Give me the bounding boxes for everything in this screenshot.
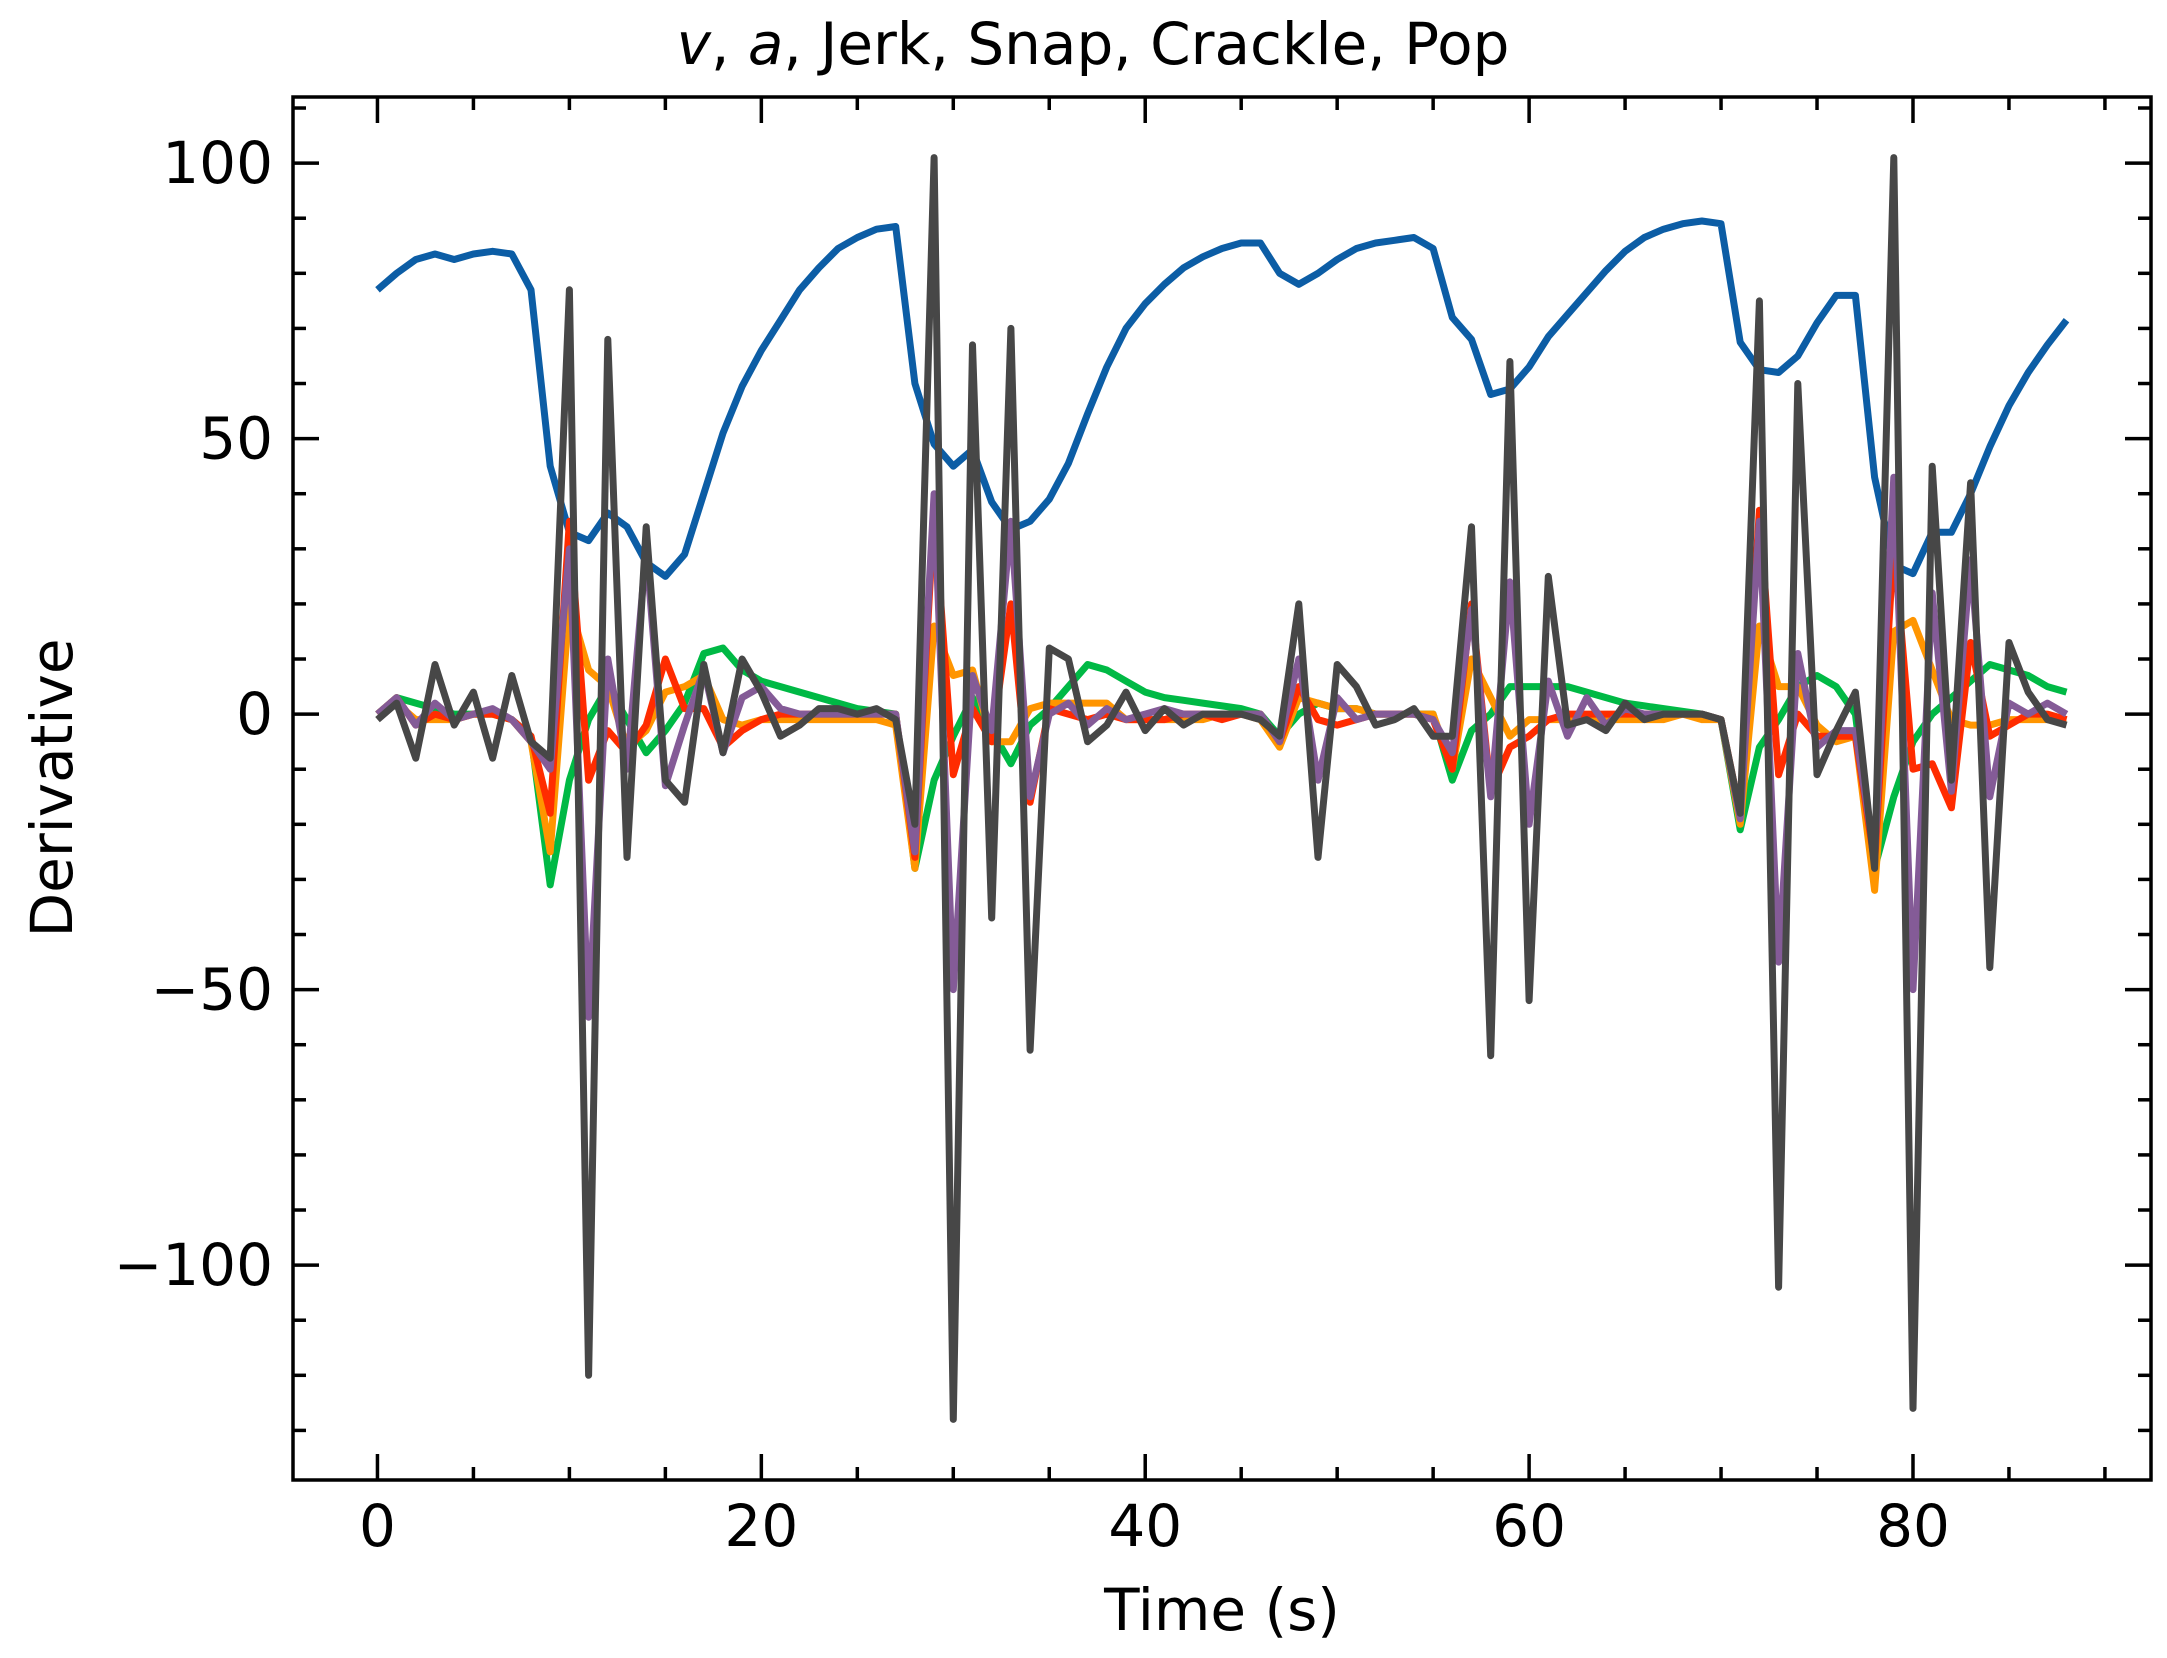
x-tick-label: 80 bbox=[1876, 1492, 1950, 1560]
series-layer bbox=[375, 154, 2070, 1423]
tick-layer bbox=[293, 97, 2151, 1480]
x-tick-label: 0 bbox=[359, 1492, 396, 1560]
chart-title: v, a, Jerk, Snap, Crackle, Pop bbox=[677, 10, 1510, 78]
series-line-6 bbox=[375, 154, 2068, 1423]
title-sep: , bbox=[711, 10, 748, 78]
x-tick-label: 40 bbox=[1108, 1492, 1182, 1560]
y-tick-labels: −100 −50 0 50 100 bbox=[114, 129, 273, 1299]
plot-frame bbox=[291, 95, 2153, 1482]
y-tick-label: 50 bbox=[199, 405, 273, 473]
x-tick-label: 20 bbox=[724, 1492, 798, 1560]
y-tick-label: −50 bbox=[151, 956, 273, 1024]
x-tick-labels: 0 20 40 60 80 bbox=[359, 1492, 1950, 1560]
title-rest: , Jerk, Snap, Crackle, Pop bbox=[783, 10, 1509, 78]
title-a: a bbox=[748, 10, 784, 78]
y-axis-label: Derivative bbox=[18, 638, 86, 937]
title-v: v bbox=[677, 10, 713, 78]
y-tick-label: 100 bbox=[162, 129, 273, 197]
series-line-1 bbox=[375, 217, 2070, 580]
y-tick-label: 0 bbox=[236, 680, 273, 748]
x-tick-label: 60 bbox=[1492, 1492, 1566, 1560]
x-axis-label: Time (s) bbox=[1103, 1576, 1340, 1644]
y-tick-label: −100 bbox=[114, 1231, 273, 1299]
